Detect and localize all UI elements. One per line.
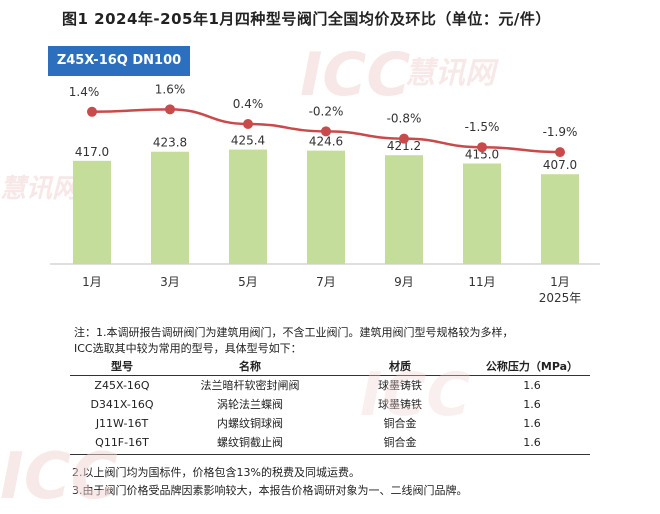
cell-model: Q11F-16T: [95, 436, 149, 449]
table-row: Z45X-16Q 法兰暗杆软密封闸阀 球墨铸铁 1.6: [70, 376, 590, 395]
cell-material: 球墨铸铁: [378, 398, 422, 411]
cell-material: 铜合金: [383, 417, 417, 430]
x-tick-label: 9月: [394, 275, 414, 289]
bar-value-label: 424.6: [309, 135, 343, 149]
mom-point: [477, 142, 487, 153]
mom-point: [87, 106, 97, 117]
cell-name: 内螺纹铜球阀: [217, 417, 283, 430]
header-model: 型号: [111, 360, 133, 373]
note-1-line-1: 注：1.本调研报告调研阀门为建筑用阀门，不含工业阀门。建筑用阀门型号规格较为多样…: [74, 326, 514, 339]
mom-label: 1.4%: [69, 85, 100, 99]
mom-label: 1.6%: [155, 82, 186, 96]
bar: [463, 163, 501, 264]
bar-value-label: 425.4: [231, 134, 265, 148]
note-3: 3.由于阀门价格受品牌因素影响较大，本报告价格调研对象为一、二线阀门品牌。: [72, 484, 468, 497]
cell-name: 螺纹铜截止阀: [217, 436, 283, 449]
mom-label: -1.9%: [543, 125, 578, 139]
header-name: 名称: [239, 360, 261, 373]
table-row: D341X-16Q 涡轮法兰蝶阀 球墨铸铁 1.6: [70, 395, 590, 414]
mom-label: -1.5%: [465, 120, 500, 134]
cell-model: D341X-16Q: [90, 398, 154, 411]
cell-pressure: 1.6: [523, 417, 541, 430]
x-tick-label: 11月: [468, 275, 495, 289]
bar: [541, 174, 579, 264]
x-tick-label: 5月: [238, 275, 258, 289]
bar: [151, 151, 189, 264]
x-tick-label: 3月: [160, 275, 180, 289]
mom-point: [165, 104, 175, 115]
cell-name: 涡轮法兰蝶阀: [217, 398, 283, 411]
chart-title: 图1 2024年-205年1月四种型号阀门全国均价及环比（单位：元/件）: [62, 10, 551, 28]
table-header: 型号 名称 材质 公称压力（MPa）: [70, 358, 590, 376]
x-tick-label: 1月: [82, 275, 102, 289]
watermark-logo-center: ICC: [360, 360, 471, 430]
cell-material: 铜合金: [383, 436, 417, 449]
mom-label: 0.4%: [233, 97, 264, 111]
watermark-logo-bottom: ICC: [0, 440, 118, 514]
table-row: J11W-16T 内螺纹铜球阀 铜合金 1.6: [70, 414, 590, 433]
mom-point: [399, 133, 409, 144]
mom-label: -0.8%: [387, 112, 422, 126]
header-pressure: 公称压力（MPa）: [485, 360, 579, 373]
cell-model: J11W-16T: [95, 417, 149, 430]
table-row: Q11F-16T 螺纹铜截止阀 铜合金 1.6: [70, 433, 590, 452]
header-material: 材质: [389, 360, 411, 373]
mom-point: [243, 119, 253, 129]
x-tick-label: 7月: [316, 275, 336, 289]
note-2: 2.以上阀门均为国标件，价格包含13%的税费及同城运费。: [72, 466, 360, 479]
valve-table: 型号 名称 材质 公称压力（MPa） Z45X-16Q 法兰暗杆软密封闸阀 球墨…: [70, 358, 590, 455]
bar-value-label: 423.8: [153, 136, 187, 150]
note-1-line-2: ICC选取其中较为常用的型号，具体型号如下：: [74, 342, 302, 355]
mom-point: [321, 126, 331, 137]
watermark-brand: 慧讯网: [405, 56, 495, 91]
bar: [307, 150, 345, 264]
x-tick-sublabel: 2025年: [539, 291, 582, 305]
bar: [229, 149, 267, 264]
bar-value-label: 417.0: [75, 145, 109, 159]
cell-name: 法兰暗杆软密封闸阀: [200, 379, 300, 392]
bar-value-label: 407.0: [543, 158, 577, 172]
bar: [385, 155, 423, 264]
watermark-brand-left: 慧讯网: [0, 174, 79, 204]
x-tick-label: 1月: [550, 275, 570, 289]
chart: 417.0 1月 423.8 3月 425.4 5月 424.6 7月 421.2 9月 415.0…: [50, 82, 600, 305]
cell-pressure: 1.6: [523, 398, 541, 411]
cell-model: Z45X-16Q: [94, 379, 150, 392]
cell-pressure: 1.6: [523, 379, 541, 392]
cell-pressure: 1.6: [523, 436, 541, 449]
mom-label: -0.2%: [309, 104, 344, 118]
model-badge: Z45X-16Q DN100: [48, 46, 190, 76]
cell-material: 球墨铸铁: [378, 379, 422, 392]
bar-value-label: 421.2: [387, 139, 421, 153]
bar-value-label: 415.0: [465, 148, 499, 162]
bar: [73, 160, 111, 264]
watermark-logo: ICC: [300, 40, 411, 110]
mom-point: [555, 147, 565, 158]
